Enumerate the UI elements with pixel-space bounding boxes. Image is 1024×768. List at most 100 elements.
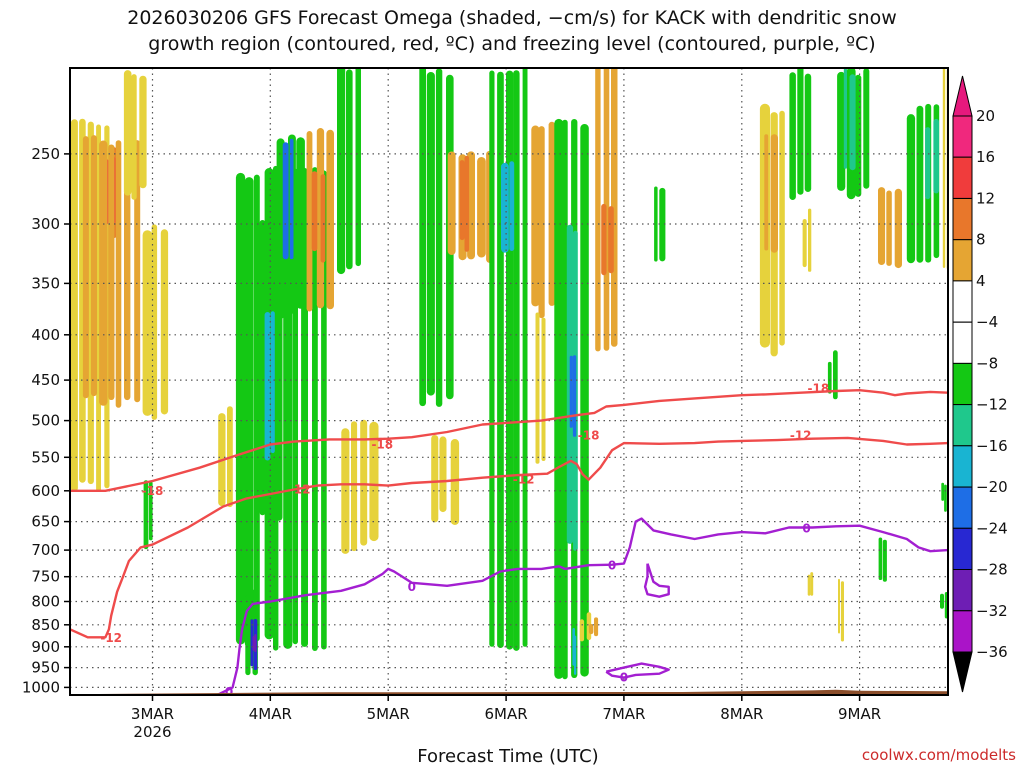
omega-streak bbox=[149, 481, 153, 541]
omega-streak bbox=[595, 68, 601, 352]
omega-cell bbox=[654, 186, 666, 262]
omega-cell bbox=[459, 155, 470, 252]
colorbar-swatch bbox=[952, 445, 973, 488]
omega-streak bbox=[123, 70, 132, 196]
omega-cell bbox=[143, 480, 153, 550]
colorbar-swatch bbox=[952, 198, 973, 241]
omega-streak bbox=[894, 188, 902, 269]
omega-cell bbox=[282, 138, 294, 260]
colorbar-label: −36 bbox=[976, 643, 1008, 661]
x-tick-label: 3MAR bbox=[131, 705, 174, 723]
credit-link[interactable]: coolwx.com/modelts bbox=[862, 746, 1016, 764]
omega-streak bbox=[810, 572, 814, 596]
omega-streak bbox=[419, 68, 426, 407]
omega-streak bbox=[254, 634, 257, 653]
omega-cell bbox=[447, 150, 494, 263]
omega-cell bbox=[306, 128, 334, 312]
omega-streak bbox=[654, 186, 658, 262]
omega-streak bbox=[863, 68, 870, 189]
omega-streak bbox=[569, 355, 573, 428]
omega-streak bbox=[807, 574, 811, 596]
omega-cell bbox=[789, 68, 812, 200]
colorbar-swatch bbox=[952, 239, 973, 282]
contour-freezing_0 bbox=[216, 517, 948, 695]
contour-freezing_0_blob bbox=[605, 662, 670, 679]
omega-streak bbox=[459, 160, 465, 241]
colorbar-label: 8 bbox=[976, 231, 986, 249]
contour-freezing_0_blob2 bbox=[643, 563, 670, 598]
y-axis: 250 300 350 400 450 500 550 600 650 700 750 800 850 9… bbox=[22, 145, 70, 696]
contour-dgz_-12 bbox=[70, 436, 948, 639]
omega-streak bbox=[535, 312, 540, 464]
omega-streak bbox=[326, 129, 334, 310]
omega-streak bbox=[886, 190, 892, 266]
y-tick-label: 800 bbox=[31, 593, 60, 611]
contour-label: 0 bbox=[802, 522, 810, 536]
colorbar-label: −12 bbox=[976, 396, 1008, 414]
omega-cell bbox=[82, 135, 141, 408]
colorbar-swatch bbox=[952, 321, 973, 364]
colorbar-swatch bbox=[952, 610, 973, 653]
omega-streak bbox=[351, 421, 358, 552]
contour-dgz_-18_low bbox=[70, 389, 948, 492]
x-tick-label: 5MAR bbox=[367, 705, 410, 723]
omega-streak bbox=[71, 119, 78, 492]
omega-streak bbox=[270, 311, 275, 454]
x-tick-label: 7MAR bbox=[602, 705, 645, 723]
omega-streak bbox=[779, 110, 785, 346]
omega-streak bbox=[252, 636, 255, 651]
omega-streak bbox=[235, 172, 246, 645]
omega-streak bbox=[431, 435, 439, 523]
omega-streak bbox=[802, 219, 807, 268]
omega-cell bbox=[572, 628, 577, 675]
omega-cell bbox=[311, 171, 326, 263]
omega-streak bbox=[296, 137, 305, 309]
omega-streak bbox=[562, 119, 568, 680]
omega-streak bbox=[611, 68, 618, 347]
x-tick-sublabel: 2026 bbox=[133, 723, 171, 741]
omega-streak bbox=[513, 70, 520, 651]
contours: -18 -18 -18 -18 -12 -12 -12 -12 0 0 0 0 0 bbox=[70, 382, 948, 695]
omega-streak bbox=[337, 68, 346, 275]
colorbar-label: 12 bbox=[976, 190, 995, 208]
omega-streak bbox=[878, 187, 886, 265]
omega-cell bbox=[827, 350, 838, 400]
omega-streak bbox=[579, 619, 585, 642]
omega-cell bbox=[802, 208, 812, 272]
omega-cell bbox=[764, 134, 778, 253]
colorbar-label: −32 bbox=[976, 602, 1008, 620]
omega-streak bbox=[601, 203, 607, 276]
omega-streak bbox=[311, 171, 318, 252]
contour-label: -12 bbox=[100, 631, 122, 645]
omega-streak bbox=[541, 317, 546, 461]
contour-label: 0 bbox=[620, 671, 628, 685]
colorbar-label: −16 bbox=[976, 437, 1008, 455]
omega-streak bbox=[108, 144, 115, 400]
colorbar-swatch bbox=[952, 569, 973, 612]
omega-cell bbox=[838, 578, 844, 642]
chart-title-line2: growth region (contoured, red, ºC) and f… bbox=[148, 33, 875, 55]
omega-cell bbox=[142, 224, 169, 420]
omega-streak bbox=[160, 229, 169, 415]
contour-label: -12 bbox=[513, 473, 535, 487]
omega-streak bbox=[906, 114, 916, 264]
omega-cell bbox=[588, 617, 599, 637]
omega-streak bbox=[497, 71, 504, 648]
omega-cell bbox=[878, 187, 902, 269]
contour-label: -12 bbox=[790, 429, 812, 443]
omega-streak bbox=[531, 125, 540, 307]
colorbar-label: 20 bbox=[976, 107, 995, 125]
omega-streak bbox=[124, 143, 131, 401]
omega-cell bbox=[807, 572, 814, 596]
omega-streak bbox=[464, 155, 470, 252]
omega-cell bbox=[123, 70, 147, 200]
y-tick-label: 550 bbox=[31, 448, 60, 466]
y-tick-label: 400 bbox=[31, 326, 60, 344]
x-tick-label: 8MAR bbox=[720, 705, 763, 723]
omega-streak bbox=[588, 624, 594, 635]
omega-streak bbox=[843, 68, 847, 169]
omega-cell bbox=[337, 68, 361, 275]
y-tick-label: 900 bbox=[31, 638, 60, 656]
omega-streak bbox=[548, 121, 556, 306]
